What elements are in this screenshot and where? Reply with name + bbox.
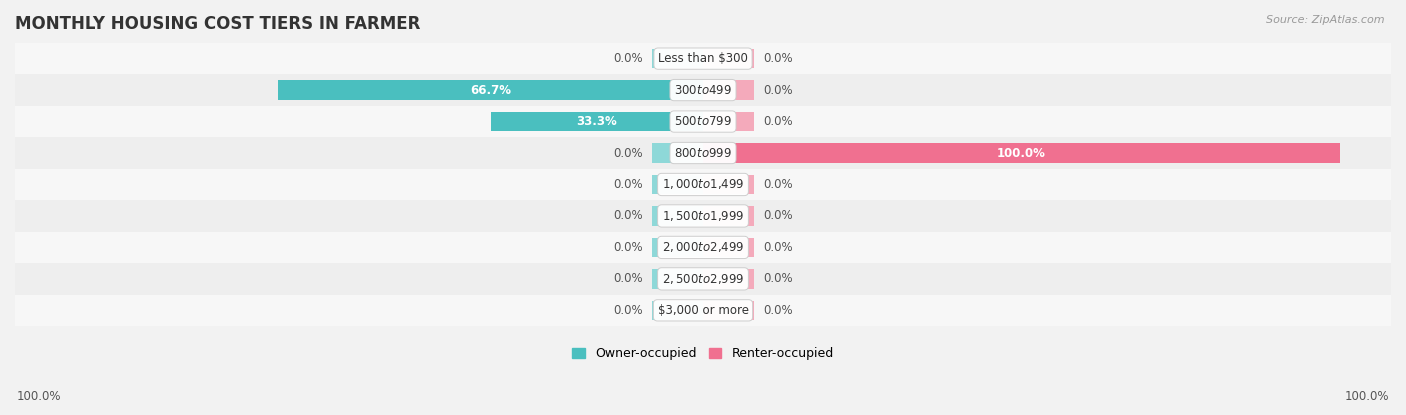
Text: 100.0%: 100.0% xyxy=(1344,390,1389,403)
Text: $1,500 to $1,999: $1,500 to $1,999 xyxy=(662,209,744,223)
Text: $800 to $999: $800 to $999 xyxy=(673,146,733,159)
Text: 66.7%: 66.7% xyxy=(470,83,510,97)
Text: 0.0%: 0.0% xyxy=(763,52,793,65)
Text: 0.0%: 0.0% xyxy=(613,272,643,286)
Bar xyxy=(3,74,1403,106)
Bar xyxy=(652,238,703,257)
Text: 0.0%: 0.0% xyxy=(613,304,643,317)
Bar xyxy=(3,169,1403,200)
Bar xyxy=(703,238,754,257)
Text: 0.0%: 0.0% xyxy=(763,83,793,97)
Bar xyxy=(703,269,754,288)
Bar xyxy=(3,232,1403,263)
Bar xyxy=(703,206,754,226)
Text: 0.0%: 0.0% xyxy=(763,272,793,286)
Legend: Owner-occupied, Renter-occupied: Owner-occupied, Renter-occupied xyxy=(568,342,838,365)
Text: $1,000 to $1,499: $1,000 to $1,499 xyxy=(662,178,744,191)
Text: 0.0%: 0.0% xyxy=(763,115,793,128)
Text: 0.0%: 0.0% xyxy=(613,52,643,65)
Text: 0.0%: 0.0% xyxy=(763,241,793,254)
Text: 0.0%: 0.0% xyxy=(763,178,793,191)
Text: $300 to $499: $300 to $499 xyxy=(673,83,733,97)
Bar xyxy=(3,106,1403,137)
Text: Source: ZipAtlas.com: Source: ZipAtlas.com xyxy=(1267,15,1385,24)
Bar xyxy=(703,49,754,68)
Bar xyxy=(703,81,754,100)
Bar xyxy=(652,300,703,320)
Bar xyxy=(652,206,703,226)
Text: 0.0%: 0.0% xyxy=(613,178,643,191)
Text: 100.0%: 100.0% xyxy=(997,146,1046,159)
Text: $2,500 to $2,999: $2,500 to $2,999 xyxy=(662,272,744,286)
Bar xyxy=(652,143,703,163)
Bar xyxy=(703,300,754,320)
Text: 0.0%: 0.0% xyxy=(613,146,643,159)
Text: Less than $300: Less than $300 xyxy=(658,52,748,65)
Bar xyxy=(652,49,703,68)
Bar xyxy=(278,81,703,100)
Bar xyxy=(703,112,754,131)
Text: $500 to $799: $500 to $799 xyxy=(673,115,733,128)
Text: $3,000 or more: $3,000 or more xyxy=(658,304,748,317)
Text: 0.0%: 0.0% xyxy=(763,304,793,317)
Text: 0.0%: 0.0% xyxy=(613,241,643,254)
Text: 0.0%: 0.0% xyxy=(763,210,793,222)
Bar xyxy=(3,295,1403,326)
Text: MONTHLY HOUSING COST TIERS IN FARMER: MONTHLY HOUSING COST TIERS IN FARMER xyxy=(15,15,420,33)
Bar xyxy=(703,175,754,194)
Bar xyxy=(652,175,703,194)
Text: 0.0%: 0.0% xyxy=(613,210,643,222)
Bar xyxy=(652,269,703,288)
Bar xyxy=(3,137,1403,169)
Bar xyxy=(491,112,703,131)
Bar xyxy=(3,43,1403,74)
Text: $2,000 to $2,499: $2,000 to $2,499 xyxy=(662,240,744,254)
Bar xyxy=(3,263,1403,295)
Bar xyxy=(703,143,1340,163)
Bar xyxy=(3,200,1403,232)
Text: 33.3%: 33.3% xyxy=(576,115,617,128)
Text: 100.0%: 100.0% xyxy=(17,390,62,403)
